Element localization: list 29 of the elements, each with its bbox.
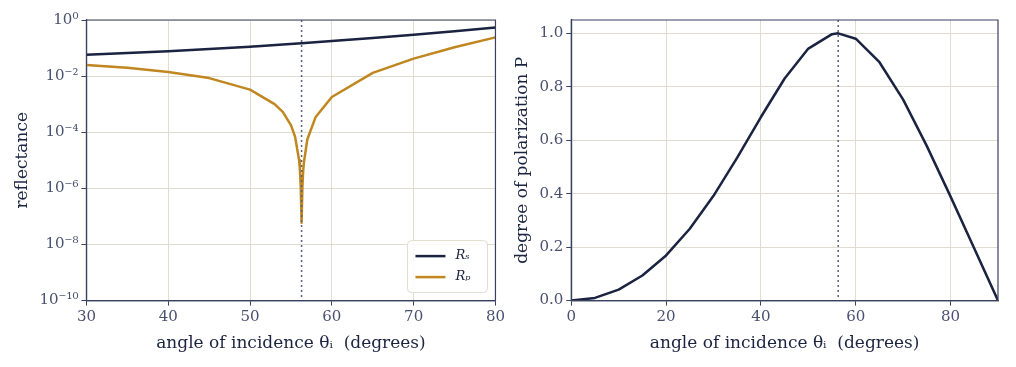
x-tick-label: 70: [404, 307, 424, 326]
legend-label: Rₛ: [454, 247, 470, 263]
y-tick-label: 10⁻⁶: [45, 178, 79, 197]
y-tick-label: 10⁻⁴: [45, 122, 79, 141]
y-tick-label: 0.8: [539, 76, 564, 95]
x-tick-label: 60: [846, 307, 866, 326]
x-tick-label: 60: [322, 307, 342, 326]
x-tick-label: 40: [751, 307, 771, 326]
y-tick-label: 0.2: [539, 237, 564, 256]
y-axis-title: reflectance: [10, 112, 31, 209]
y-tick-label: 10⁻²: [45, 66, 79, 85]
x-tick-label: 20: [656, 307, 676, 326]
x-tick-label: 80: [941, 307, 961, 326]
x-tick-label: 0: [566, 307, 577, 326]
y-tick-label: 0.6: [539, 130, 564, 149]
x-axis-title: angle of incidence θᵢ (degrees): [156, 332, 426, 353]
y-tick-label: 10⁻¹⁰: [39, 290, 79, 309]
x-tick-label: 40: [158, 307, 178, 326]
y-tick-label: 0.4: [539, 183, 564, 202]
y-tick-label: 0.0: [539, 290, 564, 309]
x-tick-label: 80: [485, 307, 505, 326]
y-axis-title: degree of polarization P: [510, 56, 531, 264]
x-axis-title: angle of incidence θᵢ (degrees): [649, 332, 920, 353]
legend-label: Rₚ: [454, 268, 471, 284]
x-tick-label: 50: [240, 307, 260, 326]
y-tick-label: 10⁰: [53, 9, 79, 28]
x-tick-label: 30: [76, 307, 96, 326]
y-tick-label: 1.0: [539, 23, 564, 42]
y-tick-label: 10⁻⁸: [45, 234, 79, 253]
